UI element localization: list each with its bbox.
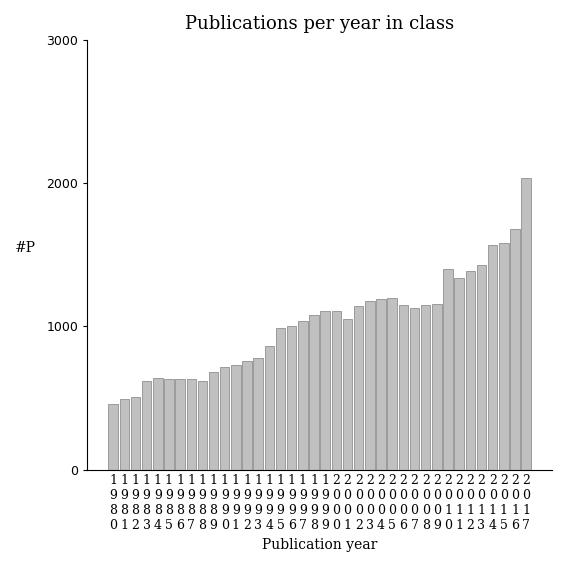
Bar: [220, 366, 230, 469]
Bar: [332, 311, 341, 469]
Bar: [187, 379, 196, 469]
Bar: [108, 404, 118, 469]
Y-axis label: #P: #P: [15, 241, 36, 255]
Bar: [499, 243, 509, 469]
Bar: [399, 305, 408, 469]
Bar: [488, 245, 497, 469]
Bar: [142, 381, 151, 469]
Bar: [175, 379, 185, 469]
Bar: [410, 308, 419, 469]
Bar: [265, 346, 274, 469]
Bar: [198, 381, 207, 469]
Bar: [432, 303, 442, 469]
Bar: [153, 378, 163, 469]
Bar: [443, 269, 452, 469]
Bar: [421, 305, 430, 469]
Bar: [242, 361, 252, 469]
Bar: [320, 311, 330, 469]
X-axis label: Publication year: Publication year: [262, 538, 377, 552]
Bar: [354, 306, 363, 469]
Bar: [466, 270, 475, 469]
Bar: [477, 265, 486, 469]
Bar: [365, 301, 375, 469]
Bar: [287, 327, 297, 469]
Bar: [387, 298, 397, 469]
Bar: [298, 321, 308, 469]
Bar: [454, 278, 464, 469]
Bar: [343, 319, 352, 469]
Title: Publications per year in class: Publications per year in class: [185, 15, 454, 33]
Bar: [209, 373, 218, 469]
Bar: [130, 396, 140, 469]
Bar: [253, 358, 263, 469]
Bar: [522, 177, 531, 469]
Bar: [309, 315, 319, 469]
Bar: [510, 229, 520, 469]
Bar: [276, 328, 285, 469]
Bar: [164, 379, 174, 469]
Bar: [376, 299, 386, 469]
Bar: [231, 365, 240, 469]
Bar: [120, 399, 129, 469]
